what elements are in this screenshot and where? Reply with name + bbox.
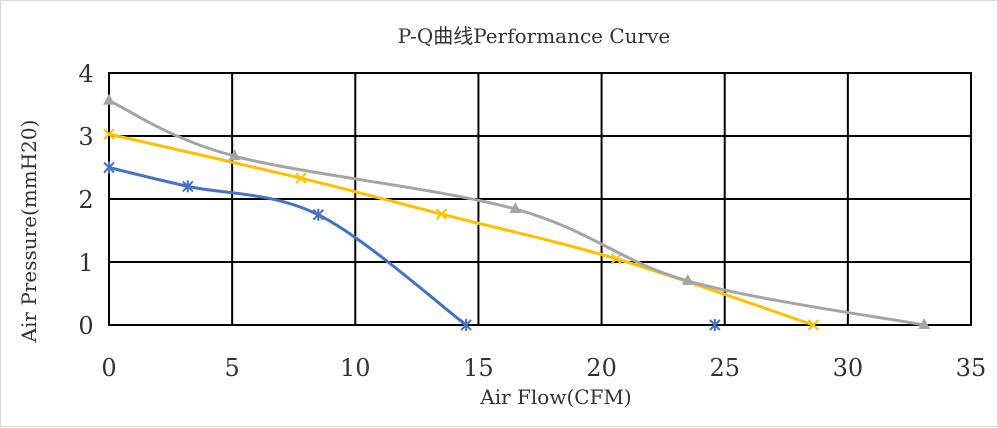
plot-area-border bbox=[108, 72, 972, 326]
data-point-x bbox=[295, 172, 307, 184]
data-point-asterisk bbox=[709, 319, 721, 331]
x-tick-label: 0 bbox=[101, 354, 116, 382]
x-tick-label: 35 bbox=[956, 354, 987, 382]
series-yellow bbox=[103, 128, 820, 331]
series-line bbox=[108, 166, 468, 327]
data-point-triangle bbox=[918, 318, 931, 329]
y-tick-label: 1 bbox=[78, 249, 93, 277]
data-point-triangle bbox=[681, 273, 694, 285]
series-blue bbox=[103, 161, 721, 331]
series-line bbox=[108, 132, 814, 327]
data-point-triangle bbox=[228, 149, 241, 161]
chart-title: P-Q曲线Performance Curve bbox=[398, 24, 671, 48]
data-point-x bbox=[103, 128, 115, 140]
data-point-asterisk bbox=[312, 208, 325, 221]
data-point-asterisk bbox=[460, 319, 472, 331]
x-tick-label: 15 bbox=[463, 354, 494, 382]
data-point-x bbox=[610, 253, 623, 265]
y-tick-label: 4 bbox=[78, 60, 93, 88]
y-tick-label: 2 bbox=[78, 186, 93, 214]
data-point-x bbox=[807, 319, 820, 331]
x-tick-label: 20 bbox=[586, 354, 617, 382]
data-point-triangle bbox=[509, 202, 522, 214]
data-point-triangle bbox=[103, 93, 115, 105]
data-point-asterisk bbox=[182, 180, 194, 193]
x-tick-label: 5 bbox=[225, 354, 240, 382]
x-tick-label: 25 bbox=[709, 354, 740, 382]
x-tick-label: 30 bbox=[833, 354, 864, 382]
y-tick-label: 0 bbox=[78, 312, 93, 340]
x-axis-label: Air Flow(CFM) bbox=[479, 385, 631, 409]
data-point-asterisk bbox=[103, 161, 115, 174]
data-point-x bbox=[435, 208, 448, 220]
y-axis-label: Air Pressure(mmH20) bbox=[17, 120, 41, 344]
x-tick-label: 10 bbox=[340, 354, 371, 382]
y-tick-label: 3 bbox=[78, 123, 93, 151]
series-gray bbox=[103, 93, 931, 329]
